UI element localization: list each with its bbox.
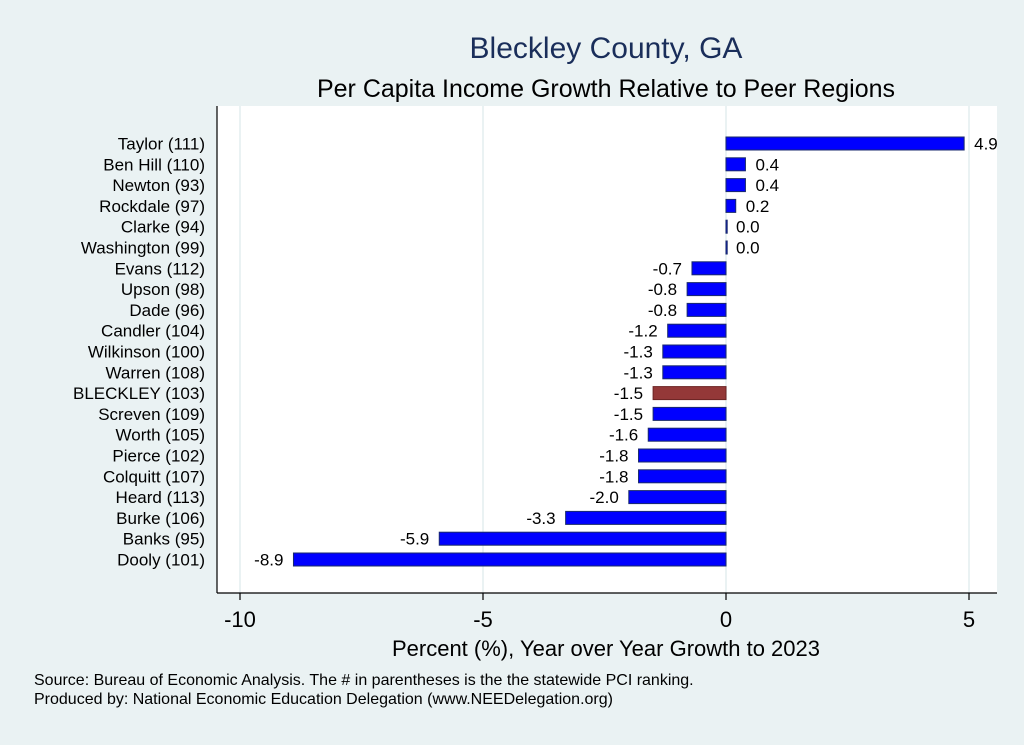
bar bbox=[647, 427, 727, 442]
bar bbox=[652, 386, 727, 401]
bars bbox=[292, 136, 965, 567]
data-label: -0.7 bbox=[653, 259, 682, 278]
bar bbox=[725, 157, 746, 172]
data-label: 4.9 bbox=[974, 135, 998, 154]
category-label: Wilkinson (100) bbox=[88, 343, 205, 362]
bar bbox=[667, 323, 727, 338]
category-label: Dooly (101) bbox=[117, 551, 205, 570]
data-label: -1.8 bbox=[599, 467, 628, 486]
category-label: Clarke (94) bbox=[121, 218, 205, 237]
footer-source: Source: Bureau of Economic Analysis. The… bbox=[34, 672, 694, 689]
data-label: 0.2 bbox=[746, 197, 770, 216]
data-label: -1.5 bbox=[614, 384, 643, 403]
bar bbox=[662, 344, 727, 359]
value-labels: 4.90.40.40.20.00.0-0.7-0.8-0.8-1.2-1.3-1… bbox=[254, 135, 998, 570]
footer-produced: Produced by: National Economic Education… bbox=[34, 691, 613, 708]
data-label: -0.8 bbox=[648, 301, 677, 320]
category-label: Banks (95) bbox=[123, 530, 205, 549]
bar bbox=[662, 365, 727, 380]
x-axis-ticks: -10 -5 0 5 bbox=[224, 593, 975, 632]
data-label: 0.4 bbox=[755, 176, 779, 195]
category-label: Dade (96) bbox=[129, 301, 205, 320]
data-label: -1.2 bbox=[628, 322, 657, 341]
category-label: Washington (99) bbox=[81, 239, 205, 258]
category-label: Warren (108) bbox=[105, 363, 205, 382]
category-label: Colquitt (107) bbox=[103, 467, 205, 486]
bar bbox=[686, 282, 727, 297]
data-label: -1.3 bbox=[624, 363, 653, 382]
category-label: Worth (105) bbox=[116, 426, 205, 445]
data-label: -5.9 bbox=[400, 530, 429, 549]
category-label: Candler (104) bbox=[101, 322, 205, 341]
x-axis-title: Percent (%), Year over Year Growth to 20… bbox=[392, 636, 820, 661]
bar bbox=[438, 531, 727, 546]
data-label: -0.8 bbox=[648, 280, 677, 299]
category-label: Ben Hill (110) bbox=[103, 155, 205, 174]
bar bbox=[725, 198, 737, 213]
bar bbox=[638, 448, 727, 463]
data-label: 0.4 bbox=[755, 155, 779, 174]
bar bbox=[725, 219, 728, 234]
data-label: -1.6 bbox=[609, 426, 638, 445]
category-label: Rockdale (97) bbox=[99, 197, 205, 216]
bar bbox=[725, 178, 746, 193]
bar bbox=[725, 240, 728, 255]
x-tick-label: 5 bbox=[963, 607, 975, 632]
category-label: Burke (106) bbox=[116, 509, 205, 528]
category-label: Pierce (102) bbox=[112, 447, 205, 466]
category-label: Newton (93) bbox=[112, 176, 205, 195]
data-label: -1.8 bbox=[599, 447, 628, 466]
data-label: 0.0 bbox=[736, 218, 760, 237]
chart-title: Bleckley County, GA bbox=[470, 32, 743, 65]
data-label: -1.3 bbox=[624, 343, 653, 362]
category-label: BLECKLEY (103) bbox=[73, 384, 205, 403]
data-label: -1.5 bbox=[614, 405, 643, 424]
data-label: -8.9 bbox=[254, 551, 283, 570]
data-label: -2.0 bbox=[590, 488, 619, 507]
data-label: 0.0 bbox=[736, 239, 760, 258]
category-labels: Taylor (111)Ben Hill (110) Newton (93) Roc… bbox=[73, 135, 205, 570]
category-label: Taylor (111) bbox=[118, 135, 205, 154]
data-label: -3.3 bbox=[526, 509, 555, 528]
category-label: Upson (98) bbox=[121, 280, 205, 299]
category-label: Evans (112) bbox=[115, 259, 205, 278]
category-label: Screven (109) bbox=[98, 405, 205, 424]
x-tick-label: -5 bbox=[473, 607, 493, 632]
x-tick-label: 0 bbox=[720, 607, 732, 632]
bar bbox=[691, 261, 727, 276]
bar bbox=[628, 490, 727, 505]
chart-subtitle: Per Capita Income Growth Relative to Pee… bbox=[317, 75, 895, 103]
bar bbox=[652, 406, 727, 421]
category-label: Heard (113) bbox=[116, 488, 205, 507]
bar bbox=[638, 469, 727, 484]
bar bbox=[292, 552, 727, 567]
x-tick-label: -10 bbox=[224, 607, 256, 632]
bar bbox=[725, 136, 965, 151]
bar bbox=[686, 302, 727, 317]
bar bbox=[565, 510, 727, 525]
